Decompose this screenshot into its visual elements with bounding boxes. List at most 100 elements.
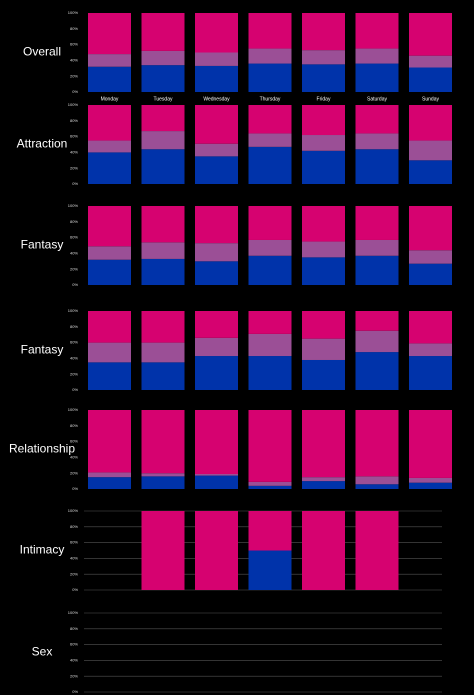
bar-segment <box>302 64 345 92</box>
y-tick-label: 100% <box>68 407 79 412</box>
y-tick-label: 20% <box>70 165 78 170</box>
bar-segment <box>195 473 238 476</box>
bar-segment <box>302 257 345 285</box>
bar-segment <box>409 263 452 285</box>
y-tick-label: 100% <box>68 203 79 208</box>
bar-segment <box>141 511 185 590</box>
bar-segment <box>355 206 399 240</box>
bar-segment <box>141 131 185 150</box>
panel-title: Fantasy <box>21 343 64 357</box>
y-tick-label: 60% <box>70 42 78 47</box>
panel-title: Intimacy <box>20 543 65 557</box>
y-tick-label: 100% <box>68 308 79 313</box>
bar-segment <box>248 311 292 334</box>
bar-segment <box>355 63 399 92</box>
x-tick-label: Saturday <box>367 96 388 102</box>
y-tick-label: 60% <box>70 235 78 240</box>
bar-segment <box>195 337 238 357</box>
bar-segment <box>88 472 131 478</box>
bar-segment <box>355 255 399 285</box>
y-tick-label: 40% <box>70 149 78 154</box>
y-tick-label: 80% <box>70 118 78 123</box>
bar-segment <box>409 206 452 251</box>
bar-segment <box>248 255 292 285</box>
y-tick-label: 0% <box>72 486 78 491</box>
y-tick-label: 0% <box>72 689 78 694</box>
y-tick-label: 60% <box>70 340 78 345</box>
bar-segment <box>248 133 292 147</box>
bar-segment <box>409 311 452 344</box>
bar-segment <box>355 48 399 64</box>
bar-segment <box>195 206 238 244</box>
panel-title: Relationship <box>9 442 75 456</box>
bar-segment <box>195 410 238 474</box>
bar-segment <box>88 54 131 67</box>
y-tick-label: 60% <box>70 642 78 647</box>
bar-segment <box>409 67 452 92</box>
bar-segment <box>302 206 345 242</box>
bar-segment <box>248 239 292 256</box>
bar-segment <box>409 13 452 56</box>
bar-segment <box>88 259 131 285</box>
bar-segment <box>195 105 238 144</box>
bar-segment <box>302 241 345 258</box>
bar-segment <box>248 481 292 486</box>
x-tick-label: Thursday <box>260 96 281 102</box>
bar-segment <box>355 13 399 49</box>
y-tick-label: 80% <box>70 626 78 631</box>
bar-segment <box>195 511 238 590</box>
bar-segment <box>141 362 185 390</box>
y-tick-label: 40% <box>70 355 78 360</box>
panel-title: Sex <box>32 645 53 659</box>
bar-segment <box>248 146 292 184</box>
y-tick-label: 100% <box>68 508 79 513</box>
bar-segment <box>355 149 399 184</box>
y-tick-label: 60% <box>70 540 78 545</box>
bar-segment <box>409 356 452 390</box>
y-tick-label: 80% <box>70 423 78 428</box>
panel-title: Fantasy <box>21 238 64 252</box>
bar-segment <box>302 511 345 590</box>
y-tick-label: 40% <box>70 57 78 62</box>
y-tick-label: 20% <box>70 571 78 576</box>
y-tick-label: 0% <box>72 89 78 94</box>
bar-segment <box>409 477 452 483</box>
bar-segment <box>248 550 292 590</box>
bar-segment <box>355 311 399 331</box>
bar-segment <box>248 48 292 64</box>
bar-segment <box>141 342 185 363</box>
y-tick-label: 0% <box>72 282 78 287</box>
y-tick-label: 40% <box>70 250 78 255</box>
bar-segment <box>88 206 131 247</box>
bar-segment <box>141 258 185 285</box>
bar-segment <box>302 359 345 390</box>
bar-segment <box>141 473 185 477</box>
bar-segment <box>302 338 345 360</box>
bar-segment <box>88 311 131 343</box>
x-tick-label: Tuesday <box>154 96 173 102</box>
bar-segment <box>409 482 452 489</box>
bar-segment <box>302 477 345 482</box>
bar-segment <box>302 13 345 51</box>
bar-segment <box>302 481 345 489</box>
bar-segment <box>88 410 131 473</box>
bar-segment <box>88 362 131 390</box>
y-tick-label: 100% <box>68 102 79 107</box>
bar-segment <box>302 311 345 339</box>
bar-segment <box>248 511 292 551</box>
y-tick-label: 0% <box>72 387 78 392</box>
bar-segment <box>195 156 238 184</box>
bar-segment <box>248 410 292 482</box>
bar-segment <box>248 206 292 240</box>
y-tick-label: 80% <box>70 219 78 224</box>
bar-segment <box>195 13 238 53</box>
bar-segment <box>195 143 238 157</box>
bar-segment <box>248 356 292 390</box>
bar-segment <box>88 152 131 184</box>
bar-segment <box>409 410 452 478</box>
bar-segment <box>355 105 399 134</box>
bar-segment <box>141 476 185 489</box>
y-tick-label: 20% <box>70 371 78 376</box>
bar-segment <box>355 330 399 353</box>
